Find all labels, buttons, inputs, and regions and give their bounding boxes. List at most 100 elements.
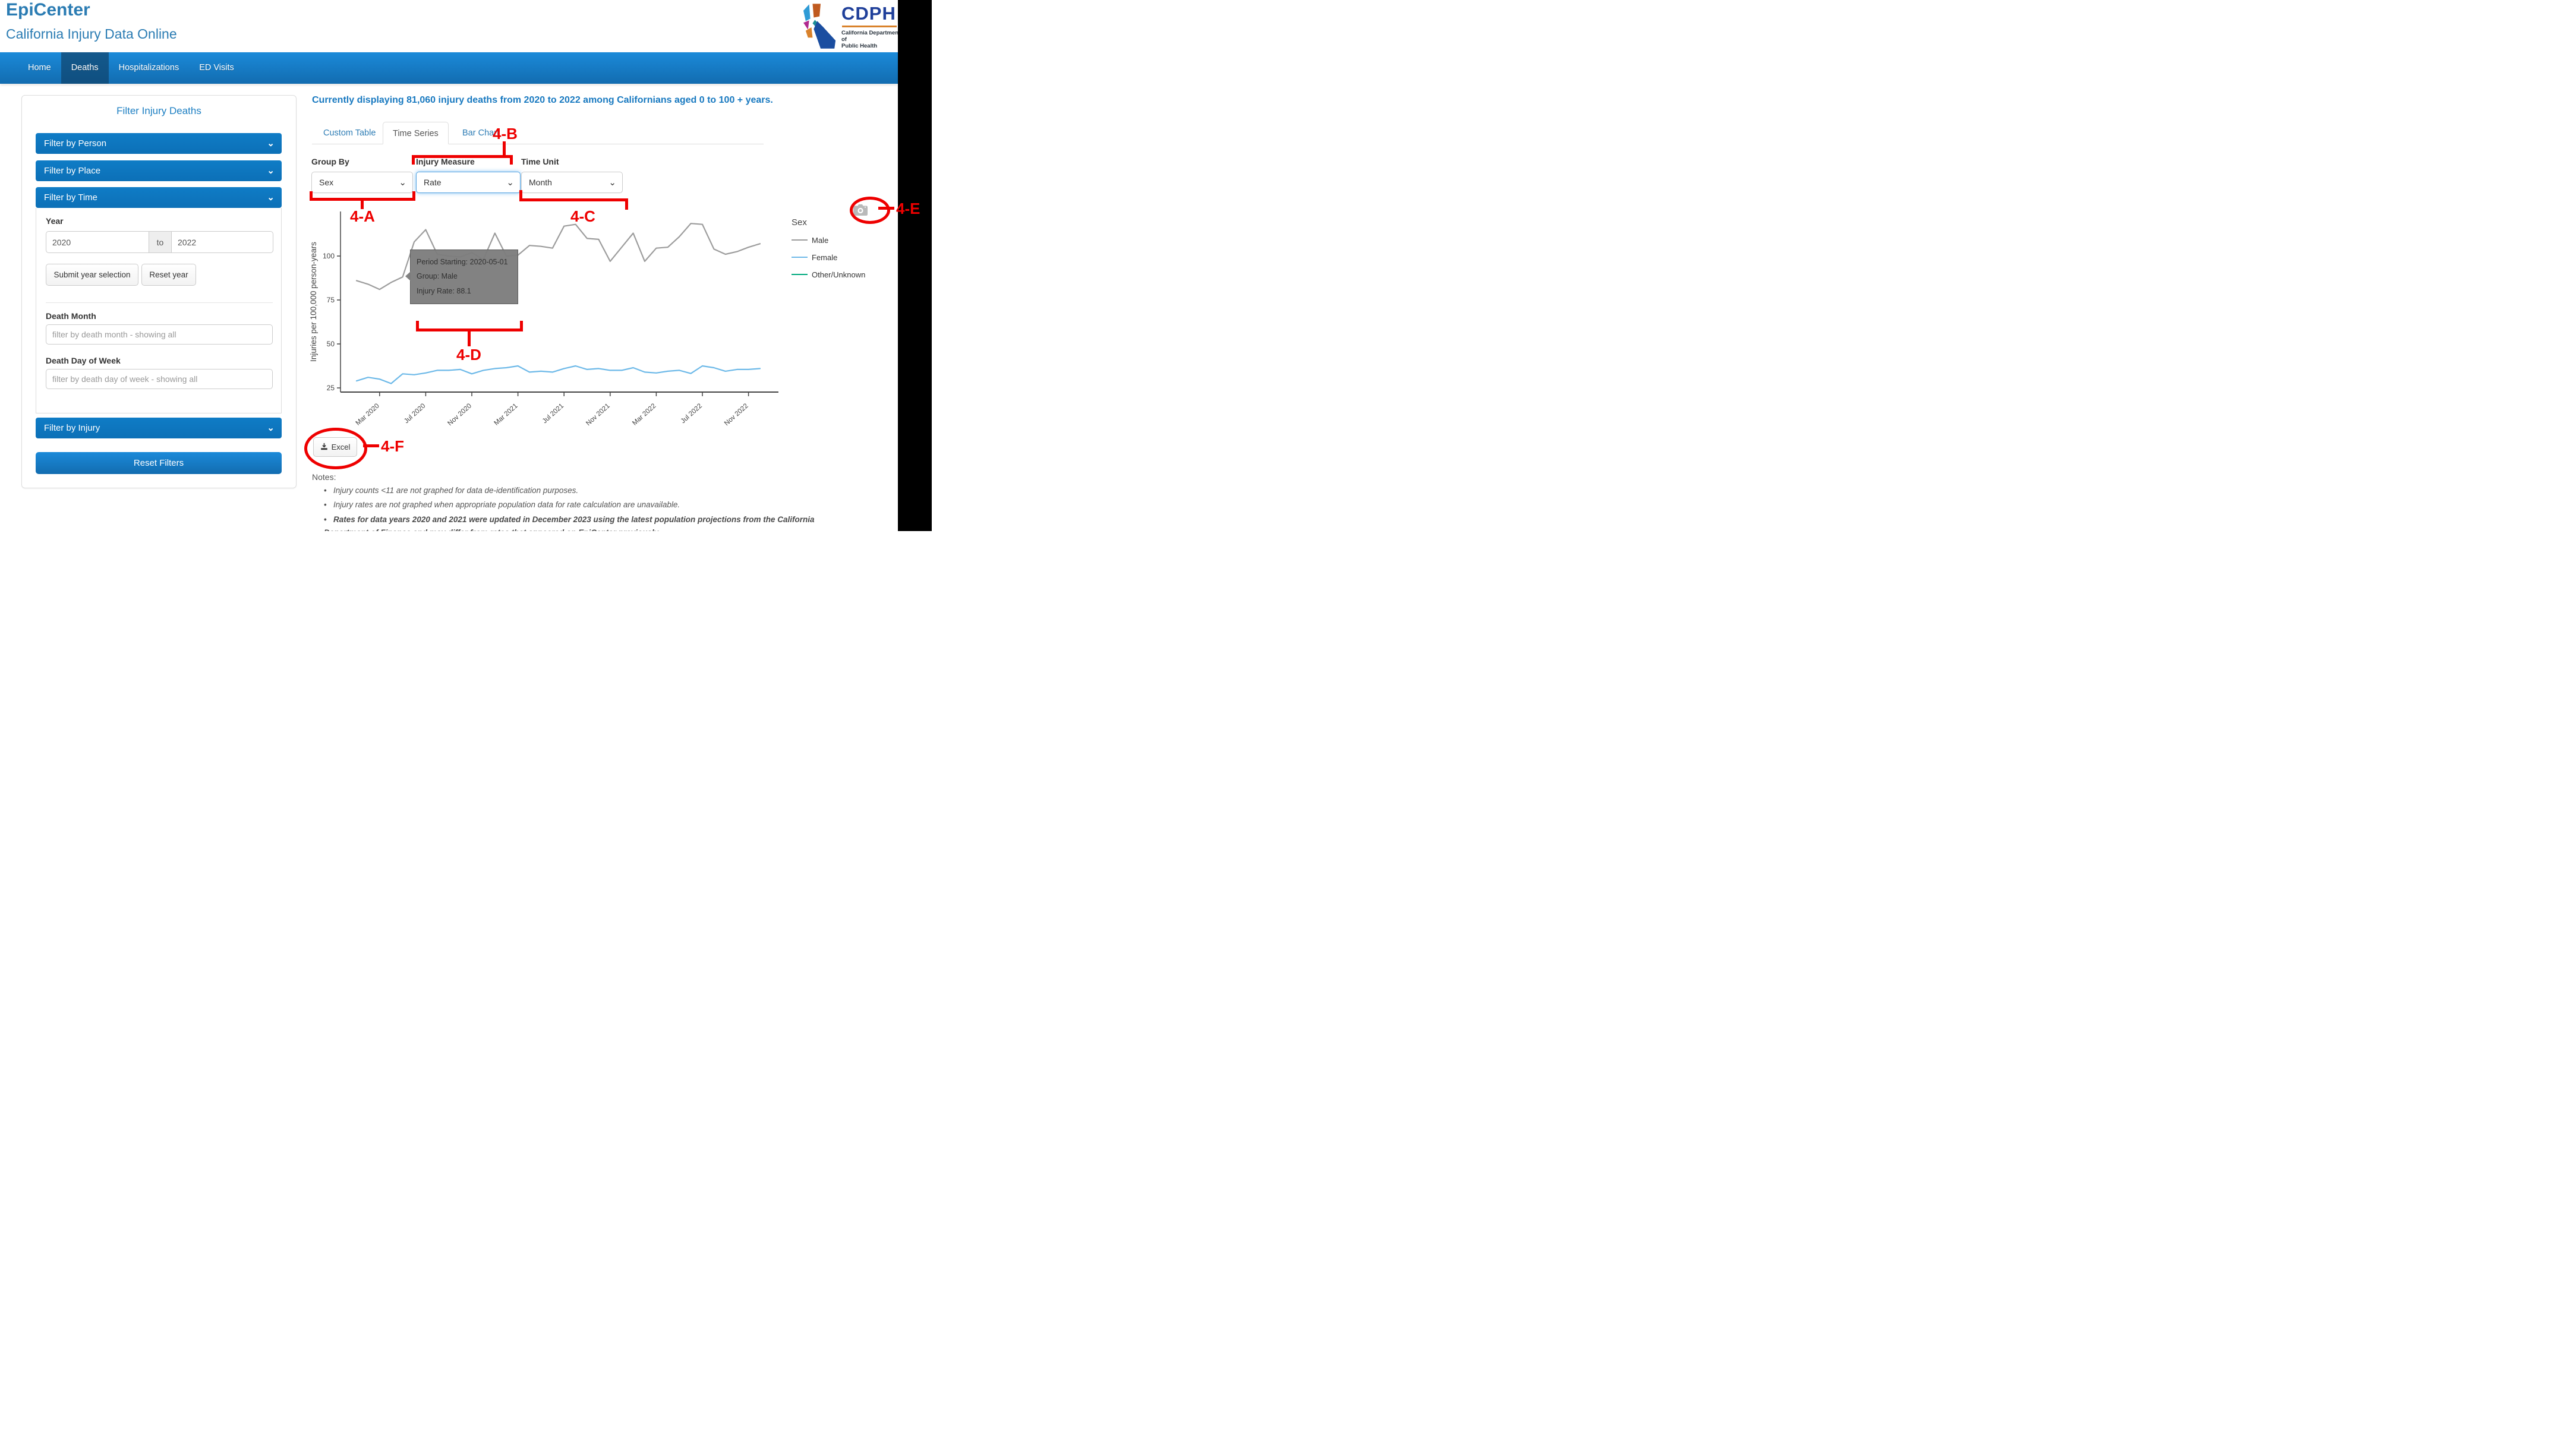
- svg-text:25: 25: [327, 384, 335, 392]
- chart-tooltip: Period Starting: 2020-05-01 Group: Male …: [405, 249, 518, 304]
- accordion-filter-by-injury[interactable]: Filter by Injury: [36, 418, 282, 438]
- annotation-4d-tick: [520, 321, 523, 331]
- accordion-filter-by-place[interactable]: Filter by Place: [36, 160, 282, 181]
- svg-text:50: 50: [327, 340, 335, 348]
- annotation-4c-label: 4-C: [570, 207, 595, 225]
- annotation-4a-stem: [361, 201, 364, 209]
- annotation-4e-circle: [850, 197, 890, 224]
- filter-panel-title: Filter Injury Deaths: [116, 105, 201, 116]
- screenshot-black-band: [898, 0, 932, 531]
- time-unit-label: Time Unit: [521, 157, 559, 166]
- death-day-of-week-input[interactable]: [46, 369, 273, 389]
- chevron-down-icon: [399, 172, 406, 193]
- year-from-input[interactable]: [46, 231, 149, 253]
- legend-title: Sex: [792, 217, 807, 228]
- tooltip-caret: [405, 271, 411, 281]
- annotation-4d-bracket: [416, 329, 523, 331]
- tab-bar-chart[interactable]: Bar Chart: [462, 128, 500, 138]
- time-unit-select[interactable]: Month: [521, 172, 623, 193]
- app-subtitle: California Injury Data Online: [6, 26, 177, 42]
- male-line-swatch-icon: [792, 239, 808, 241]
- california-state-icon: [803, 4, 838, 51]
- svg-text:Nov 2021: Nov 2021: [585, 402, 611, 427]
- logo-acronym: CDPH: [841, 3, 896, 24]
- submit-year-button[interactable]: Submit year selection: [46, 264, 138, 286]
- year-to-input[interactable]: [171, 231, 273, 253]
- reset-filters-button[interactable]: Reset Filters: [36, 452, 282, 474]
- annotation-4c-stem: [625, 201, 628, 210]
- svg-text:Injuries per 100,000 person-ye: Injuries per 100,000 person-years: [309, 242, 318, 362]
- death-month-label: Death Month: [46, 311, 96, 321]
- logo-rule: [842, 26, 897, 27]
- death-day-of-week-label: Death Day of Week: [46, 356, 121, 365]
- chevron-down-icon: [267, 133, 275, 154]
- year-label: Year: [46, 216, 64, 226]
- legend-item-male[interactable]: Male: [792, 233, 865, 247]
- cdph-logo: CDPH California Department of Public Hea…: [803, 4, 904, 51]
- tooltip-period: Period Starting: 2020-05-01: [417, 258, 508, 266]
- annotation-4f-dash: [363, 444, 379, 447]
- notes-heading: Notes:: [312, 472, 336, 482]
- annotation-4a-bracket: [310, 198, 415, 201]
- female-line-swatch-icon: [792, 257, 808, 258]
- group-by-label: Group By: [311, 157, 349, 166]
- chevron-down-icon: [506, 172, 514, 193]
- app-title: EpiCenter: [6, 0, 90, 20]
- svg-text:Jul 2022: Jul 2022: [680, 402, 704, 425]
- note-item: • Rates for data years 2020 and 2021 were…: [324, 515, 815, 531]
- death-month-input[interactable]: [46, 324, 273, 345]
- injury-measure-select[interactable]: Rate: [416, 172, 521, 193]
- annotation-4a-tick: [412, 191, 415, 201]
- injury-measure-label: Injury Measure: [416, 157, 475, 166]
- annotation-4d-stem: [468, 331, 471, 346]
- legend-item-female[interactable]: Female: [792, 251, 865, 264]
- annotation-4b-tick: [412, 158, 415, 165]
- svg-text:Nov 2020: Nov 2020: [446, 402, 473, 427]
- annotation-4b-stem: [503, 141, 506, 155]
- svg-text:Jul 2021: Jul 2021: [541, 402, 565, 425]
- filter-by-time-panel: Year to Submit year selection Reset year…: [36, 208, 282, 413]
- chevron-down-icon: [267, 187, 275, 208]
- reset-year-button[interactable]: Reset year: [141, 264, 196, 286]
- accordion-filter-by-time[interactable]: Filter by Time: [36, 187, 282, 208]
- nav-item-home[interactable]: Home: [28, 63, 51, 72]
- other-unknown-line-swatch-icon: [792, 274, 808, 275]
- svg-text:Jul 2020: Jul 2020: [403, 402, 427, 425]
- nav-item-deaths[interactable]: Deaths: [61, 52, 109, 84]
- logo-org-line1: California Department of: [841, 30, 901, 43]
- page: EpiCenter California Injury Data Online …: [0, 0, 932, 531]
- time-series-chart[interactable]: 25 50 75 100 Mar 2020 Jul 2020 Nov 2020 Mar 202…: [309, 201, 797, 432]
- svg-text:Nov 2022: Nov 2022: [723, 402, 750, 427]
- note-item: • Injury counts <11 are not graphed for d…: [324, 486, 579, 495]
- note-item: • Injury rates are not graphed when appro…: [324, 500, 680, 509]
- tab-custom-table[interactable]: Custom Table: [323, 128, 376, 138]
- annotation-4b-tick: [510, 158, 513, 165]
- tooltip-rate: Injury Rate: 88.1: [417, 286, 471, 295]
- nav-item-hospitalizations[interactable]: Hospitalizations: [118, 63, 179, 72]
- annotation-4b-bracket: [412, 155, 513, 158]
- chevron-down-icon: [608, 172, 616, 193]
- svg-text:100: 100: [323, 252, 335, 260]
- svg-text:75: 75: [327, 296, 335, 304]
- results-summary: Currently displaying 81,060 injury death…: [312, 95, 773, 105]
- chevron-down-icon: [267, 418, 275, 438]
- divider: [46, 302, 273, 303]
- legend-item-other-unknown[interactable]: Other/Unknown: [792, 268, 865, 281]
- annotation-4a-tick: [310, 191, 313, 201]
- svg-text:Mar 2022: Mar 2022: [631, 402, 657, 427]
- chevron-down-icon: [267, 160, 275, 181]
- annotation-4f-circle: [304, 428, 367, 469]
- svg-text:Mar 2021: Mar 2021: [493, 402, 519, 427]
- annotation-4d-label: 4-D: [456, 346, 481, 364]
- group-by-select[interactable]: Sex: [311, 172, 413, 193]
- year-range-separator: to: [149, 231, 171, 253]
- accordion-filter-by-person[interactable]: Filter by Person: [36, 133, 282, 154]
- tab-time-series[interactable]: Time Series: [383, 122, 449, 144]
- tooltip-group: Group: Male: [417, 272, 458, 281]
- annotation-4d-tick: [416, 321, 419, 331]
- annotation-4e-label: 4-E: [896, 200, 920, 217]
- annotation-4b-label: 4-B: [493, 125, 518, 143]
- nav-item-ed-visits[interactable]: ED Visits: [199, 63, 234, 72]
- main-navbar: Home Deaths Hospitalizations ED Visits: [0, 52, 898, 84]
- filter-panel: Filter Injury Deaths Filter by Person Fi…: [21, 95, 297, 488]
